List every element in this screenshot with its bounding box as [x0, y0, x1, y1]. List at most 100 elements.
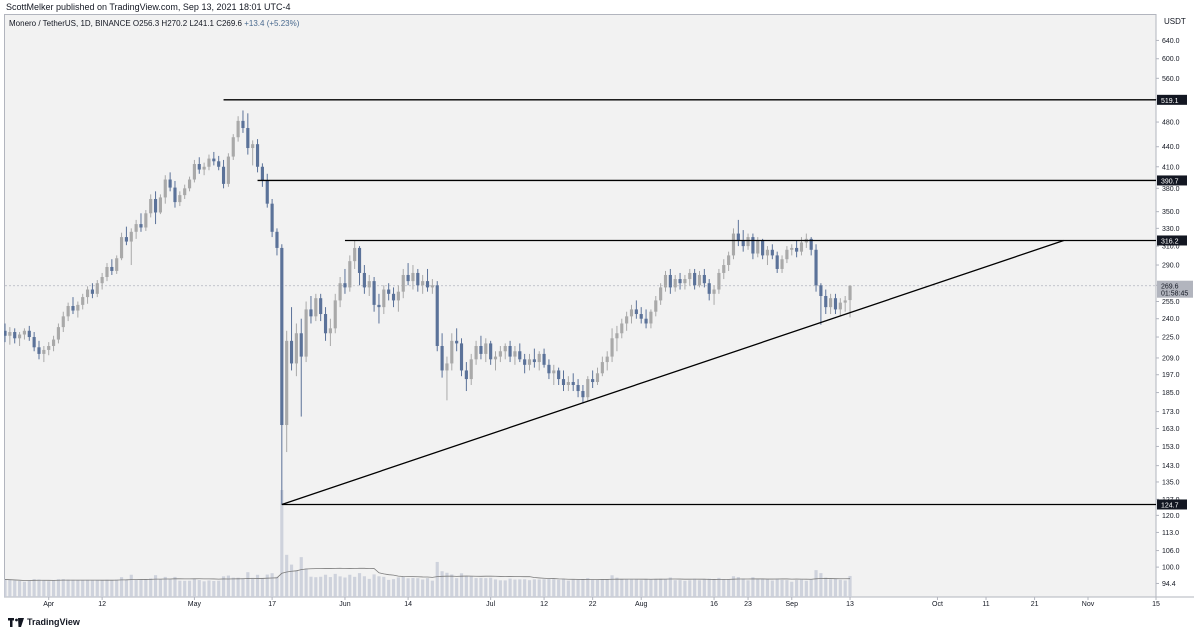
volume-bar — [168, 579, 172, 597]
volume-bar — [17, 580, 22, 597]
candle — [688, 268, 692, 286]
candle-body — [629, 309, 634, 317]
volume-bar — [576, 579, 580, 597]
candle-body — [411, 272, 415, 282]
candle-body — [727, 255, 731, 266]
candle — [333, 293, 337, 334]
candle-body — [707, 283, 711, 294]
candle — [459, 338, 464, 377]
candle-body — [557, 370, 561, 380]
volume-bar — [595, 579, 600, 597]
x-tick-label: Jul — [486, 601, 495, 608]
volume-bar — [586, 578, 590, 597]
volume-bar — [668, 577, 672, 597]
candle — [66, 302, 70, 322]
candle-body — [513, 351, 517, 357]
candle — [780, 255, 784, 273]
candle-body — [343, 283, 347, 288]
candle — [736, 219, 740, 247]
candle-body — [183, 188, 187, 196]
volume-bar — [406, 578, 410, 597]
volume-bar — [367, 578, 371, 597]
volume-bar — [532, 579, 536, 597]
candle — [518, 343, 522, 363]
candle-body — [765, 249, 770, 256]
volume-bar — [673, 580, 677, 597]
volume-bar — [183, 580, 187, 597]
ohlc-close-value: 269.6 — [221, 19, 242, 28]
candle-body — [659, 287, 663, 301]
candle-body — [717, 272, 721, 290]
candle — [81, 293, 85, 310]
candle-body — [819, 285, 823, 297]
volume-bar — [610, 575, 614, 597]
y-tick-label: 410.0 — [1162, 164, 1180, 171]
candle — [197, 157, 201, 174]
y-tick-label: 225.0 — [1162, 335, 1180, 342]
candle — [110, 259, 114, 275]
volume-bar — [542, 579, 546, 597]
candles — [4, 110, 852, 505]
candle — [367, 274, 371, 297]
volume-bar — [795, 580, 799, 597]
candle — [401, 268, 405, 299]
candle — [90, 283, 94, 299]
volume-bar — [605, 579, 609, 597]
candle — [731, 228, 736, 260]
candle — [202, 162, 206, 176]
candle-body — [547, 364, 551, 374]
candle-body — [289, 340, 294, 364]
candle — [144, 210, 148, 231]
volume-bar — [192, 578, 196, 597]
candle-body — [620, 323, 624, 334]
volume-bar — [319, 576, 323, 597]
candle — [435, 281, 439, 352]
volume-bar — [751, 577, 755, 597]
candle-body — [824, 296, 828, 308]
candle-body — [163, 179, 167, 198]
candle-body — [212, 158, 216, 162]
y-tick-label: 640.0 — [1162, 38, 1180, 45]
candle — [513, 345, 517, 365]
candle — [207, 154, 211, 171]
candle — [479, 335, 483, 360]
candle — [95, 280, 99, 298]
chart[interactable]: USDT640.0600.0560.0520.0480.0440.0410.03… — [4, 14, 1194, 612]
tradingview-logo[interactable]: TradingView — [8, 617, 80, 627]
volume-bar — [119, 577, 124, 597]
candle-body — [372, 281, 376, 305]
candle — [571, 373, 575, 392]
candle-body — [265, 180, 269, 204]
candle — [406, 263, 410, 286]
candle-body — [396, 291, 400, 301]
candle — [139, 213, 143, 232]
candle-body — [353, 247, 357, 262]
candle-body — [100, 277, 104, 284]
candle-body — [129, 231, 133, 242]
volume-bar — [498, 580, 502, 597]
volume-bar — [71, 579, 75, 597]
volume-bar — [537, 579, 541, 597]
candle — [134, 219, 138, 239]
volume-bar — [489, 577, 493, 597]
candle-body — [474, 345, 478, 360]
candle — [217, 155, 221, 171]
candle-body — [81, 297, 85, 305]
volume-bar — [712, 579, 716, 597]
candle — [581, 384, 585, 404]
volume-bar — [770, 580, 774, 597]
volume-bar — [765, 579, 770, 597]
volume-bar — [285, 554, 289, 597]
volume-bar — [464, 576, 468, 597]
volume-bar — [523, 579, 527, 597]
candle — [158, 194, 162, 215]
candle — [464, 362, 468, 392]
volume-pane — [4, 490, 852, 597]
candle-body — [304, 309, 308, 357]
candle — [824, 289, 828, 315]
volume-bar — [693, 578, 697, 597]
volume-bar — [746, 580, 750, 597]
x-tick-label: Apr — [43, 601, 55, 608]
candle-body — [527, 359, 532, 365]
volume-bar — [134, 579, 138, 597]
